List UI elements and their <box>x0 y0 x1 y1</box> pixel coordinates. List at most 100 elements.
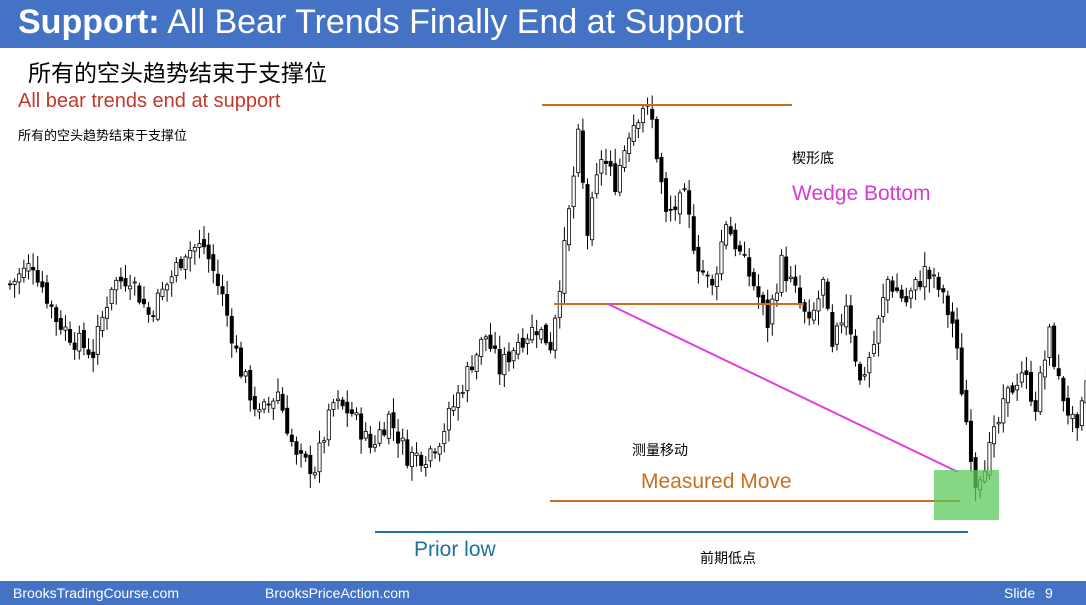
bull-candle <box>811 309 816 321</box>
bear-candle <box>349 409 354 414</box>
bear-candle <box>405 439 410 466</box>
bear-candle <box>747 257 752 277</box>
bull-candle <box>640 108 645 124</box>
bear-candle <box>31 267 36 271</box>
bull-candle <box>627 137 632 154</box>
bull-candle <box>576 128 581 174</box>
bull-candle <box>724 224 729 246</box>
bear-candle <box>701 270 706 273</box>
bear-candle <box>1010 385 1015 393</box>
title-bar: Support: All Bear Trends Finally End at … <box>0 0 1086 48</box>
wedge-trend-line <box>607 303 959 473</box>
bull-candle <box>197 243 202 248</box>
bull-candle <box>174 262 179 277</box>
bear-candle <box>368 433 373 448</box>
bear-candle <box>756 286 761 298</box>
bear-candle <box>118 276 123 282</box>
bull-candle <box>414 452 419 456</box>
bull-candle <box>105 307 110 319</box>
bear-candle <box>825 281 830 309</box>
bull-candle <box>132 281 137 284</box>
bull-candle <box>881 297 886 317</box>
bull-candle <box>590 197 595 241</box>
bear-candle <box>848 305 853 335</box>
footer-site-2[interactable]: BrooksPriceAction.com <box>265 585 410 601</box>
bull-candle <box>511 350 516 362</box>
bull-candle <box>932 274 937 277</box>
bull-candle <box>100 316 105 331</box>
bear-candle <box>941 288 946 293</box>
bear-candle <box>918 281 923 288</box>
bear-candle <box>294 441 299 455</box>
bull-candle <box>188 250 193 259</box>
bull-candle <box>1047 326 1052 358</box>
bear-candle <box>141 298 146 305</box>
bull-candle <box>326 409 331 441</box>
bear-candle <box>493 345 498 349</box>
bear-candle <box>890 280 895 292</box>
measured-move-label-en: Measured Move <box>641 470 792 493</box>
bull-candle <box>386 413 391 439</box>
bull-candle <box>483 336 488 340</box>
bull-candle <box>183 256 188 270</box>
bear-candle <box>585 184 590 236</box>
bear-candle <box>548 341 553 351</box>
wedge-label-cn: 楔形底 <box>792 151 834 167</box>
bull-candle <box>400 437 405 442</box>
bear-candle <box>895 287 900 291</box>
bull-candle <box>169 276 174 284</box>
bear-candle <box>252 396 257 410</box>
bull-candle <box>322 440 327 443</box>
bear-candle <box>673 206 678 211</box>
bear-candle <box>950 311 955 324</box>
bull-candle <box>631 125 636 142</box>
bull-candle <box>262 401 267 410</box>
bull-candle <box>885 279 890 301</box>
bear-candle <box>137 285 142 303</box>
bear-candle <box>35 269 40 283</box>
bear-candle <box>72 342 77 350</box>
bear-candle <box>793 276 798 286</box>
bull-candle <box>567 208 572 246</box>
bear-candle <box>91 351 96 358</box>
bear-candle <box>308 454 313 475</box>
bull-candle <box>992 426 997 445</box>
bull-candle <box>516 342 521 355</box>
bear-candle <box>1065 397 1070 416</box>
bull-candle <box>530 326 535 341</box>
bear-candle <box>299 450 304 454</box>
bull-candle <box>1005 387 1010 404</box>
measured-move-label-cn: 测量移动 <box>632 443 688 459</box>
bull-candle <box>594 174 599 195</box>
bear-candle <box>802 302 807 312</box>
bull-candle <box>1079 400 1084 427</box>
subtitle-chinese: 所有的空头趋势结束于支撑位 <box>28 61 327 87</box>
bear-candle <box>696 246 701 272</box>
footer-site-1[interactable]: BrooksTradingCourse.com <box>13 585 179 601</box>
bull-candle <box>451 406 456 411</box>
bull-candle <box>1019 372 1024 383</box>
bear-candle <box>830 312 835 347</box>
bear-candle <box>765 299 770 328</box>
prior-low-label-en: Prior low <box>414 538 496 561</box>
bull-candle <box>622 150 627 168</box>
support-highlight-box <box>934 470 999 520</box>
bull-candle <box>363 430 368 439</box>
bear-candle <box>86 349 91 355</box>
bull-candle <box>908 290 913 299</box>
bull-candle <box>636 122 641 129</box>
bull-candle <box>996 421 1001 425</box>
candles-group <box>7 95 1086 502</box>
bull-candle <box>446 407 451 431</box>
bear-candle <box>668 208 673 211</box>
bull-candle <box>1042 359 1047 378</box>
bull-candle <box>312 472 317 476</box>
bull-candle <box>63 326 68 331</box>
bull-candle <box>562 240 567 294</box>
bear-candle <box>784 256 789 282</box>
note-english: All bear trends end at support <box>18 90 281 112</box>
title-rest: All Bear Trends Finally End at Support <box>167 3 744 41</box>
bull-candle <box>354 412 359 416</box>
prior-low-label-cn: 前期低点 <box>700 551 756 567</box>
